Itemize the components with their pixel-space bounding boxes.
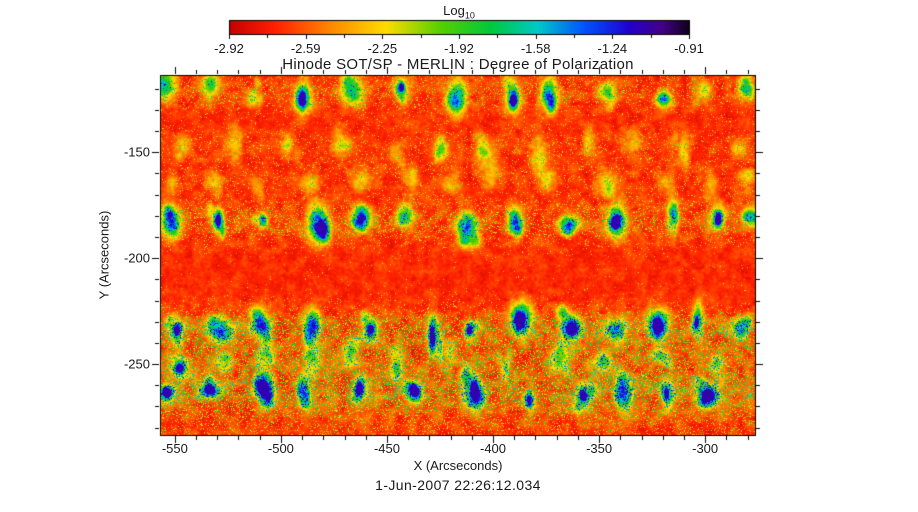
y-axis-tick-label: -150 [123, 144, 150, 160]
plot-title: Hinode SOT/SP - MERLIN : Degree of Polar… [282, 56, 634, 73]
y-axis-label: Y (Arcseconds) [96, 210, 112, 300]
colorbar-label: Log10 [443, 3, 475, 21]
x-axis-tick-label: -500 [267, 441, 294, 456]
x-axis-tick-label: -300 [692, 441, 719, 456]
colorbar-tick-label: -1.92 [444, 41, 474, 56]
x-axis-label: X (Arcseconds) [413, 458, 503, 473]
colorbar-tick-label: -0.91 [674, 41, 704, 56]
colorbar-tick-label: -1.24 [597, 41, 628, 56]
colorbar-tick-label: -2.59 [290, 41, 321, 56]
x-axis-tick-label: -450 [373, 441, 400, 456]
y-axis-tick-label: -200 [123, 250, 150, 266]
colorbar-tick-label: -2.25 [367, 41, 398, 56]
x-axis-tick-label: -550 [161, 441, 188, 456]
colorbar-label-text: Log [443, 3, 465, 18]
colorbar-label-subscript: 10 [464, 10, 475, 21]
x-axis-tick-label: -400 [480, 441, 507, 456]
colorbar-tick-label: -1.58 [520, 41, 551, 56]
colorbar-tick-label: -2.92 [214, 41, 244, 56]
y-axis-tick-label: -250 [123, 356, 150, 372]
observation-timestamp: 1-Jun-2007 22:26:12.034 [375, 477, 541, 493]
x-axis-tick-label: -350 [586, 441, 613, 456]
